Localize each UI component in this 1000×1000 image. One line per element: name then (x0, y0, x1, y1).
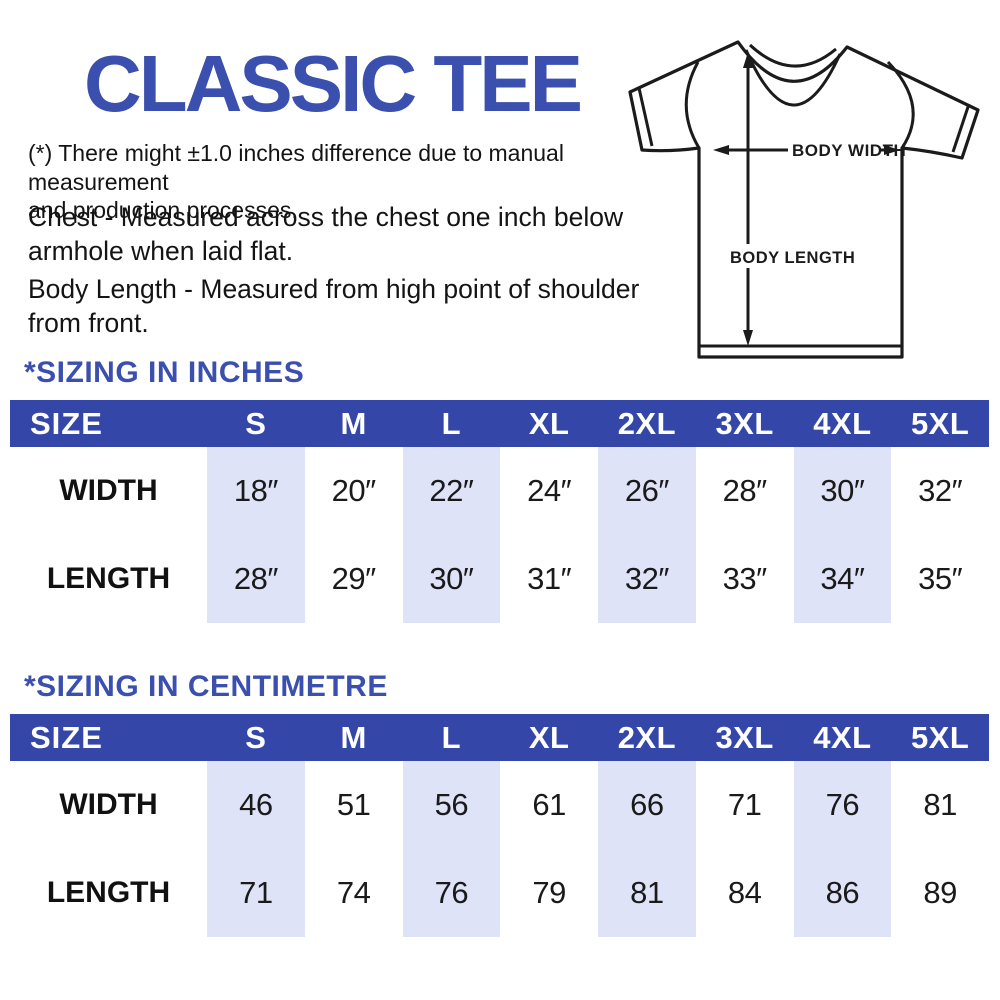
cm-length-4xl: 86 (793, 849, 892, 937)
body-length-arrow (743, 52, 753, 346)
inches-header-xl: XL (528, 405, 570, 441)
cm-length-s: 71 (207, 849, 305, 937)
inches-header-2xl: 2XL (617, 405, 677, 441)
cm-length-5xl: 89 (923, 875, 957, 910)
body-width-arrow (713, 145, 900, 155)
disclaimer-line-2: and production processes. (28, 197, 298, 224)
inches-width-m: 20″ (331, 473, 376, 508)
inches-length-m: 29″ (331, 561, 376, 596)
tshirt-measurement-diagram: BODY LENGTH BODY WIDTH (616, 18, 996, 376)
cm-length-3xl: 84 (727, 875, 762, 910)
cm-length-m: 74 (336, 875, 371, 910)
body-width-label: BODY WIDTH (792, 141, 906, 160)
cm-length-row: LENGTH 71 74 76 79 81 84 86 89 (10, 849, 989, 937)
inches-length-5xl: 35″ (918, 561, 963, 596)
cm-header-4xl: 4XL (813, 719, 872, 755)
inches-header-3xl: 3XL (715, 405, 774, 441)
page-title: CLASSIC TEE (84, 39, 583, 128)
body-length-measurement-note: Body Length - Measured from high point o… (28, 273, 668, 341)
cm-width-s: 46 (207, 761, 305, 849)
inches-header-5xl: 5XL (910, 405, 970, 441)
inches-size-table: SIZE S M L XL 2XL 3XL 4XL 5XL WIDTH 18″ … (10, 400, 989, 623)
cm-header-5xl: 5XL (910, 719, 970, 755)
inches-width-3xl: 28″ (722, 473, 767, 508)
inches-section-heading: *SIZING IN INCHES (24, 356, 305, 389)
cm-width-row-label: WIDTH (59, 788, 158, 821)
inches-width-s: 18″ (207, 447, 305, 535)
cm-header-xl: XL (528, 719, 570, 755)
cm-width-4xl: 76 (793, 761, 892, 849)
inches-length-3xl: 33″ (722, 561, 767, 596)
chest-measurement-note: Chest - Measured across the chest one in… (28, 201, 668, 269)
cm-table-header-row: SIZE S M L XL 2XL 3XL 4XL 5XL (10, 714, 989, 761)
inches-width-5xl: 32″ (918, 473, 963, 508)
cm-width-m: 51 (336, 787, 371, 822)
inches-length-xl: 31″ (527, 561, 572, 596)
inches-width-xl: 24″ (527, 473, 572, 508)
inches-header-4xl: 4XL (813, 405, 872, 441)
tshirt-diagram-svg: BODY LENGTH BODY WIDTH (628, 40, 980, 359)
cm-width-3xl: 71 (727, 787, 762, 822)
collar-band-arc (744, 49, 842, 107)
body-length-label: BODY LENGTH (730, 249, 855, 267)
left-cuff-line (637, 87, 654, 147)
inches-length-2xl: 32″ (598, 535, 696, 623)
inches-width-row-label: WIDTH (59, 474, 158, 507)
cm-width-l: 56 (402, 761, 501, 849)
cm-width-row: WIDTH 46 51 56 61 66 71 76 81 (10, 761, 989, 849)
inches-length-row-label: LENGTH (46, 562, 171, 595)
inches-header-m: M (340, 405, 367, 441)
cm-header-size: SIZE (30, 719, 103, 755)
body-length-note-line-2: from front. (28, 307, 149, 338)
cm-length-2xl: 81 (598, 849, 696, 937)
body-length-note-line-1: Body Length - Measured from high point o… (28, 274, 640, 304)
inches-length-l: 30″ (402, 535, 501, 623)
cm-width-5xl: 81 (923, 787, 957, 822)
left-sleeve-seam (684, 61, 701, 149)
chest-note-line-2: armhole when laid flat. (28, 235, 294, 266)
inches-header-s: S (245, 405, 267, 441)
chest-note-line-1: Chest - Measured across the chest one in… (28, 202, 624, 232)
inches-width-4xl: 30″ (793, 447, 892, 535)
tshirt-outline (628, 40, 980, 359)
measurement-disclaimer: (*) There might ±1.0 inches difference d… (28, 139, 688, 225)
inches-table-header-row: SIZE S M L XL 2XL 3XL 4XL 5XL (10, 400, 989, 447)
cm-header-3xl: 3XL (715, 719, 774, 755)
inches-header-l: L (441, 405, 462, 441)
inches-length-row: LENGTH 28″ 29″ 30″ 31″ 32″ 33″ 34″ 35″ (10, 535, 989, 623)
inches-length-4xl: 34″ (793, 535, 892, 623)
inches-width-2xl: 26″ (598, 447, 696, 535)
cm-header-s: S (245, 719, 267, 755)
cm-width-xl: 61 (532, 787, 566, 822)
right-cuff-line (951, 103, 971, 153)
inches-width-row: WIDTH 18″ 20″ 22″ 24″ 26″ 28″ 30″ 32″ (10, 447, 989, 535)
cm-header-l: L (441, 719, 462, 755)
right-sleeve-seam (886, 60, 915, 149)
cm-header-2xl: 2XL (617, 719, 677, 755)
cm-length-xl: 79 (532, 875, 566, 910)
cm-length-l: 76 (402, 849, 501, 937)
disclaimer-line-1: (*) There might ±1.0 inches difference d… (28, 140, 564, 195)
cm-header-m: M (340, 719, 367, 755)
cm-length-row-label: LENGTH (46, 876, 171, 909)
inches-length-s: 28″ (207, 535, 305, 623)
cm-size-table: SIZE S M L XL 2XL 3XL 4XL 5XL WIDTH 46 5… (10, 714, 989, 937)
cm-section-heading: *SIZING IN CENTIMETRE (24, 670, 388, 703)
inches-header-size: SIZE (30, 405, 103, 441)
inches-width-l: 22″ (402, 447, 501, 535)
collar-back-arc (748, 43, 837, 68)
cm-width-2xl: 66 (598, 761, 696, 849)
